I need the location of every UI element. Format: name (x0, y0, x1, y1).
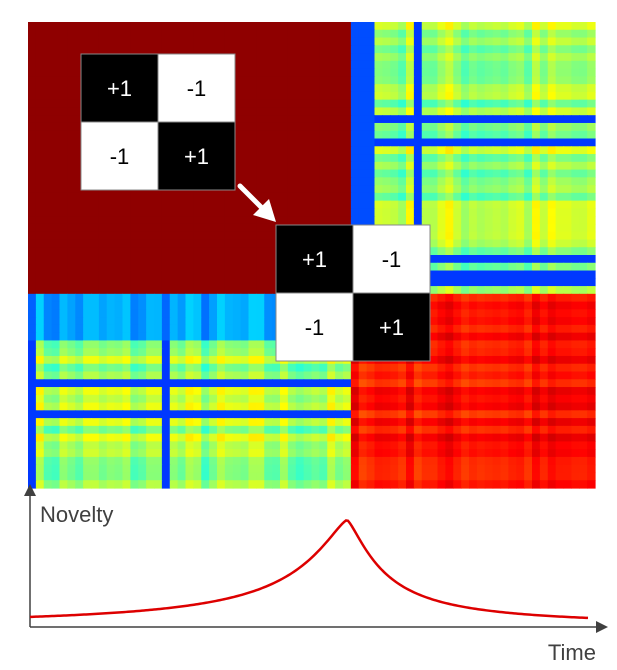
x-axis-label: Time (548, 640, 596, 665)
kernel-top-label-2: -1 (187, 76, 207, 101)
kernel-top-label-3: -1 (110, 144, 130, 169)
self-similarity-matrix: +1 -1 -1 +1 +1 -1 -1 +1 (28, 22, 596, 489)
kernel-bottom-cell-3 (275, 292, 354, 362)
novelty-plot: Novelty Time (24, 484, 608, 665)
kernel-bottom-label-1: +1 (302, 247, 327, 272)
kernel-top-cell-2 (157, 53, 236, 123)
arrow-down-right-icon (237, 183, 276, 222)
kernel-top-cell-4 (157, 121, 236, 191)
kernel-top-label-4: +1 (184, 144, 209, 169)
kernel-top-label-1: +1 (107, 76, 132, 101)
kernel-bottom-cell-4 (352, 292, 431, 362)
kernel-bottom-label-4: +1 (379, 315, 404, 340)
kernel-bottom-label-3: -1 (305, 315, 325, 340)
kernel-top-cell-3 (80, 121, 159, 191)
kernel-bottom-label-2: -1 (382, 247, 402, 272)
checkerboard-kernel-bottom: +1 -1 -1 +1 (275, 224, 431, 362)
checkerboard-kernel-top: +1 -1 -1 +1 (80, 53, 236, 191)
novelty-curve (29, 519, 589, 620)
kernel-bottom-cell-2 (352, 224, 431, 294)
y-axis-label: Novelty (40, 502, 113, 527)
